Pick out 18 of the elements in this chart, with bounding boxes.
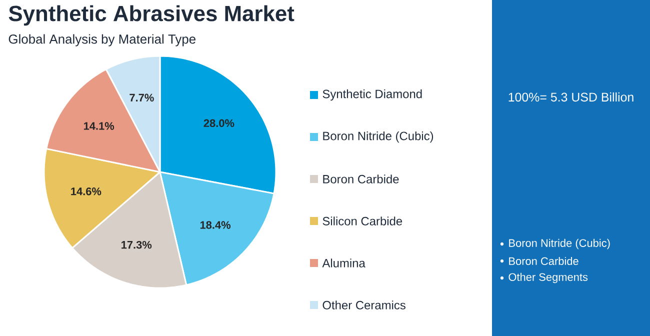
- text: 100%= 5.3 USD Billion: [508, 92, 634, 102]
- data-label: 14.1%: [84, 122, 114, 130]
- legend-label: Boron Nitride (Cubic): [323, 131, 434, 143]
- chart-title: Synthetic Abrasives Market: [8, 5, 294, 26]
- data-label: 14.6%: [71, 188, 102, 196]
- legend-label: Other Ceramics: [322, 300, 406, 310]
- text: Boron Nitride (Cubic): [509, 238, 610, 250]
- text: Other Segments: [508, 272, 588, 284]
- legend-label: Silicon Carbide: [322, 216, 402, 226]
- data-label: 17.3%: [122, 240, 152, 249]
- data-label: 28.0%: [204, 119, 234, 128]
- legend-label: Alumina: [322, 258, 366, 268]
- chart-subtitle: Global Analysis by Material Type: [8, 34, 196, 46]
- legend-label: Boron Carbide: [323, 174, 399, 184]
- text: Boron Carbide: [509, 256, 578, 266]
- data-label: 7.7%: [130, 94, 154, 102]
- legend-label: Synthetic Diamond: [322, 89, 422, 101]
- data-label: 18.4%: [200, 221, 231, 229]
